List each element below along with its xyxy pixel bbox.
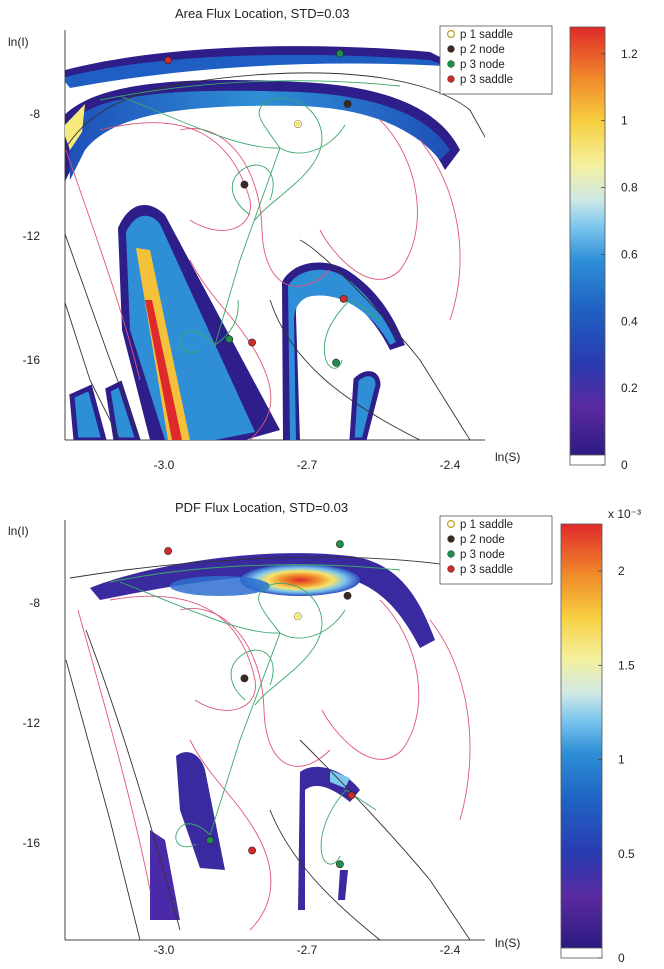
- x-tick-label: -2.4: [440, 943, 461, 957]
- y-tick-label: -16: [23, 836, 41, 850]
- legend-marker: [447, 520, 456, 529]
- fixed-point-p-2-node: [240, 180, 249, 189]
- y-tick-label: -8: [29, 596, 40, 610]
- flux-band-left-hot: [136, 248, 190, 440]
- colorbar-tick-label: 0.4: [621, 314, 638, 328]
- heatmap-region: [65, 46, 485, 440]
- pdf-flux-chart: -3.0 -2.7 -2.4 -8 -12 -16 ln(I) ln(S) p …: [8, 507, 641, 965]
- colorbar-tick-label: 1.5: [618, 658, 635, 672]
- colorbar: x 10⁻³ 0 0.5 1 1.5 2: [560, 507, 641, 965]
- fixed-points: [164, 49, 352, 367]
- y-tick-label: -12: [23, 229, 41, 243]
- legend-label: p 3 node: [460, 549, 505, 561]
- y-axis-label: ln(I): [8, 35, 29, 49]
- legend: p 1 saddle p 2 node p 3 node p 3 saddle: [439, 515, 553, 585]
- x-tick-label: -2.4: [440, 458, 461, 472]
- legend-label: p 2 node: [460, 534, 505, 546]
- legend-label: p 3 saddle: [460, 564, 513, 576]
- heatmap-region: [65, 540, 485, 940]
- flux-band-right-small: [349, 371, 381, 440]
- colorbar-tick-label: 0: [621, 458, 628, 472]
- flux-band-bottomleft2: [105, 380, 141, 440]
- colorbar-tick-label: 0.6: [621, 247, 638, 261]
- flux-band-right: [298, 766, 360, 910]
- fixed-points: [164, 540, 356, 869]
- flux-band-mid: [170, 576, 270, 596]
- fixed-point-p-2-node: [240, 674, 249, 683]
- y-axis-label: ln(I): [8, 524, 29, 538]
- fixed-point-p-3-saddle: [347, 791, 356, 800]
- area-flux-panel: Area Flux Location, STD=0.03: [0, 0, 664, 480]
- fixed-point-marker-fill: [295, 614, 301, 619]
- colorbar: 0 0.2 0.4 0.6 0.8 1 1.2: [569, 26, 638, 472]
- legend-label: p 3 saddle: [460, 74, 513, 86]
- flux-band-arc-hot: [65, 104, 85, 150]
- colorbar-tick-label: 1: [618, 753, 625, 767]
- colorbar-tick-label: 1.2: [621, 47, 638, 61]
- fixed-point-p-2-node: [343, 100, 352, 108]
- legend-marker: [447, 60, 455, 68]
- area-flux-chart: -3.0 -2.7 -2.4 -8 -12 -16 ln(I) ln(S) p …: [8, 25, 638, 472]
- x-axis-label: ln(S): [495, 450, 520, 464]
- y-tick-label: -12: [23, 716, 41, 730]
- y-ticks: -8 -12 -16: [23, 596, 41, 850]
- x-ticks: -3.0 -2.7 -2.4: [154, 458, 461, 472]
- flux-hotspot: [240, 564, 360, 596]
- fixed-point-p-3-node: [206, 836, 214, 845]
- fixed-point-p-3-node: [336, 860, 344, 869]
- legend: p 1 saddle p 2 node p 3 node p 3 saddle: [439, 25, 553, 95]
- x-tick-label: -2.7: [297, 458, 318, 472]
- fixed-point-p-3-node: [225, 335, 234, 344]
- colorbar-tick-label: 0: [618, 951, 625, 965]
- colorbar-tick-label: 0.8: [621, 181, 638, 195]
- flux-band-right2: [338, 870, 348, 900]
- flux-band-right-hot: [330, 770, 350, 788]
- legend-marker: [447, 75, 455, 83]
- fixed-point-p-3-saddle: [339, 294, 348, 303]
- legend-marker: [447, 550, 455, 558]
- plot-axes: [64, 520, 485, 941]
- x-tick-label: -2.7: [297, 943, 318, 957]
- fixed-point-p-3-saddle: [248, 338, 256, 347]
- fixed-point-p-3-saddle: [248, 846, 256, 855]
- x-tick-label: -3.0: [154, 943, 175, 957]
- x-tick-label: -3.0: [154, 458, 175, 472]
- y-ticks: -8 -12 -16: [23, 107, 41, 367]
- chart-title: Area Flux Location, STD=0.03: [175, 6, 350, 21]
- fixed-point-p-3-node: [332, 358, 340, 367]
- legend-label: p 2 node: [460, 44, 505, 56]
- legend-label: p 1 saddle: [460, 519, 513, 531]
- legend-marker: [447, 45, 455, 53]
- flux-band-left-inner: [126, 215, 255, 440]
- fixed-point-p-3-node: [336, 540, 344, 548]
- legend-marker: [447, 565, 455, 573]
- fixed-point-p-3-saddle: [164, 547, 172, 555]
- colorbar-tick-label: 0.5: [618, 847, 635, 861]
- x-axis-label: ln(S): [495, 936, 520, 950]
- legend-label: p 1 saddle: [460, 29, 513, 41]
- y-tick-label: -16: [23, 353, 41, 367]
- fixed-point-p-3-node: [336, 49, 344, 58]
- flux-band-left-core: [145, 300, 182, 440]
- flux-band-top: [90, 553, 435, 648]
- fixed-point-p-2-node: [343, 591, 352, 600]
- colorbar-tick-label: 0.2: [621, 381, 638, 395]
- y-tick-label: -8: [29, 107, 40, 121]
- colorbar-tick-label: 2: [618, 564, 625, 578]
- flux-band-right-inner: [288, 269, 396, 440]
- flux-band-top-inner: [65, 54, 445, 88]
- manifold-curves: [65, 556, 485, 940]
- pdf-flux-panel: PDF Flux Location, STD=0.03: [0, 490, 664, 969]
- flux-band-bottomleft: [69, 384, 107, 440]
- fixed-point-marker-fill: [295, 121, 301, 127]
- x-ticks: -3.0 -2.7 -2.4: [154, 943, 461, 957]
- chart-title: PDF Flux Location, STD=0.03: [175, 500, 349, 515]
- legend-label: p 3 node: [460, 59, 505, 71]
- legend-marker: [447, 30, 456, 39]
- fixed-point-p-3-saddle: [164, 56, 172, 65]
- legend-marker: [447, 535, 455, 543]
- colorbar-multiplier: x 10⁻³: [608, 507, 641, 521]
- colorbar-tick-label: 1: [621, 114, 628, 128]
